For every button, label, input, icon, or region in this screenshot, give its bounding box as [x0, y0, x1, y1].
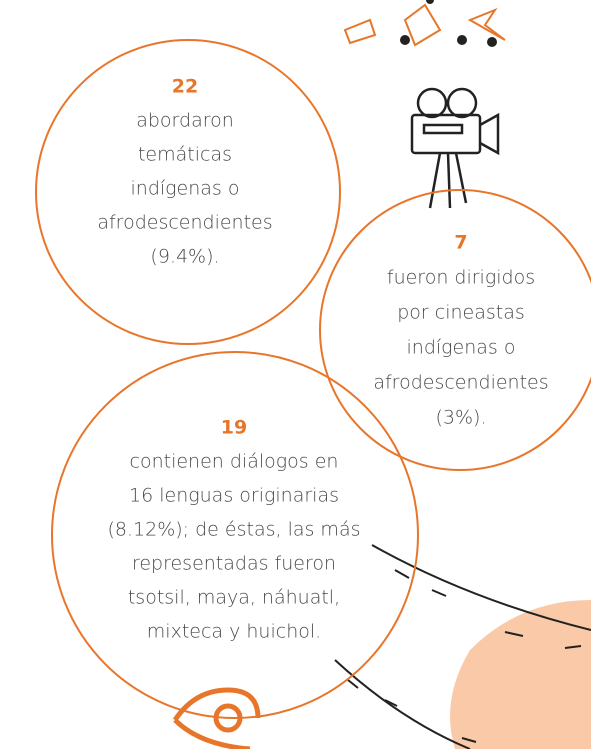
decor-shape [450, 600, 591, 749]
stat-text: temáticas [138, 144, 232, 166]
stat-text: indígenas o [407, 337, 516, 359]
swirl [172, 687, 261, 749]
pattern [343, 3, 506, 47]
circle-outline [35, 39, 341, 345]
stat-text: fueron dirigidos [387, 267, 535, 289]
circles [35, 39, 591, 719]
stat-text: tsotsil, maya, náhuatl, [128, 587, 340, 609]
texts: 22 abordaron temáticas indígenas o afrodesce… [97, 76, 548, 643]
stat-text: indígenas o [131, 178, 240, 200]
stat-text: (9.4%). [150, 246, 219, 268]
circle-outline [51, 351, 419, 719]
stat-text: (8.12%); de éstas, las más [108, 519, 361, 541]
camera [410, 87, 500, 209]
stat-text: afrodescendientes [97, 212, 272, 234]
stat-text: (3%). [435, 407, 486, 429]
pattern-dots [400, 0, 497, 47]
stat-number: 7 [454, 232, 467, 254]
stat-text: abordaron [136, 110, 234, 132]
stat-number: 19 [221, 417, 247, 439]
stat-text: 16 lenguas originarias [129, 485, 339, 507]
film-strip [334, 544, 591, 749]
stat-text: afrodescendientes [373, 372, 548, 394]
stat-text: por cineastas [397, 302, 525, 324]
stat-text: mixteca y huichol. [147, 621, 321, 643]
circle-outline [319, 189, 591, 471]
stat-text: representadas fueron [132, 553, 336, 575]
stat-text: contienen diálogos en [130, 451, 339, 473]
stat-number: 22 [172, 76, 198, 98]
